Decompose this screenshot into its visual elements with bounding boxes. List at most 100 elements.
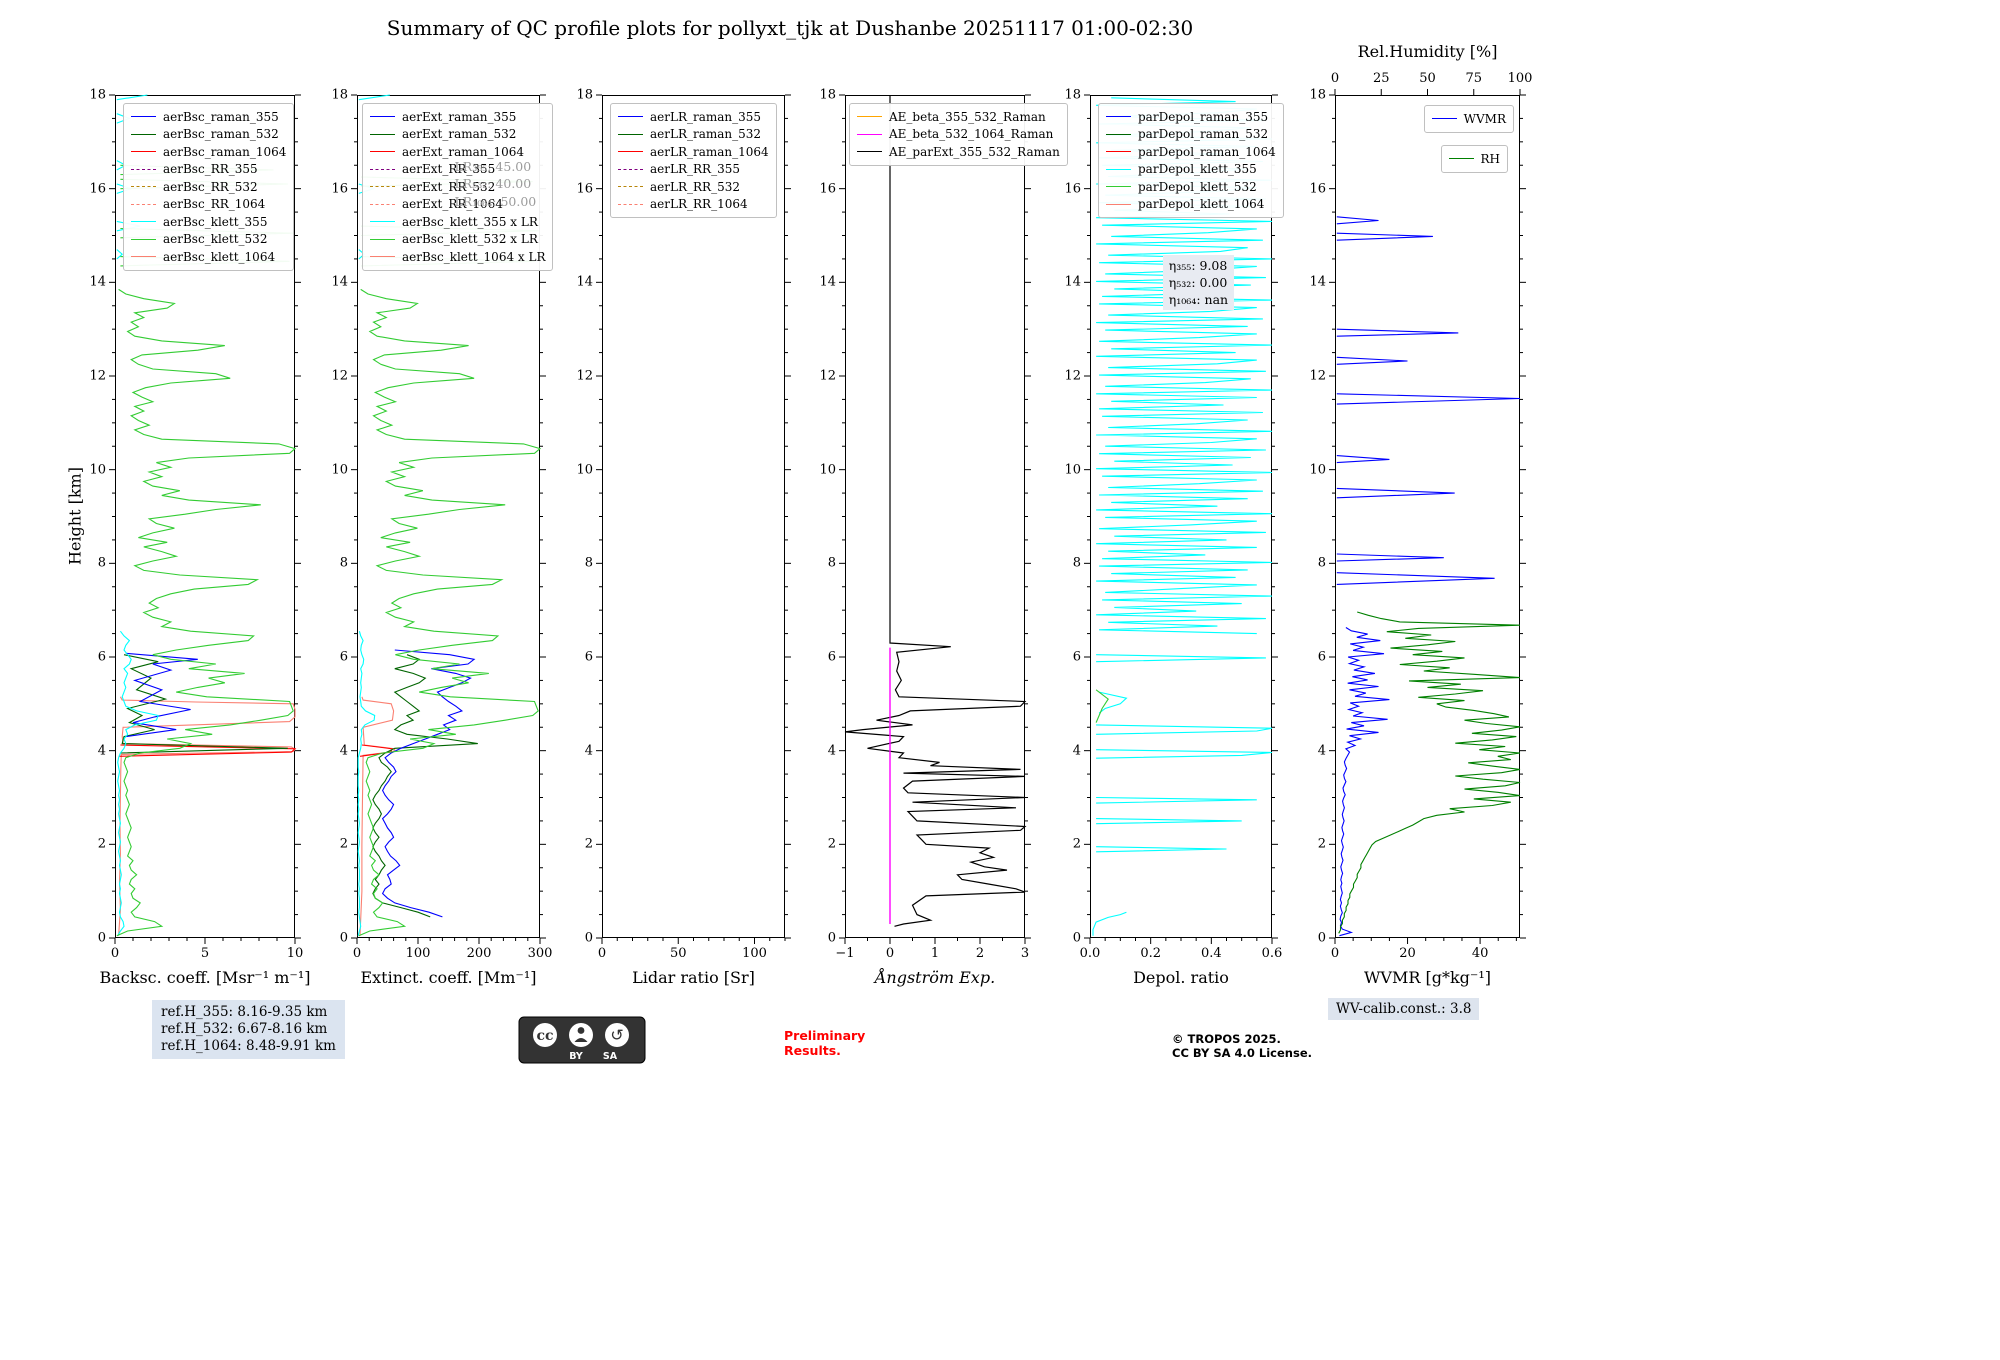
y-tick-label: 18: [1064, 87, 1081, 103]
y-tick-label: 12: [1064, 368, 1081, 384]
y-tick-label: 16: [331, 181, 348, 197]
cc-icon: [533, 1023, 557, 1047]
top-tick-label: 25: [1372, 71, 1390, 86]
y-tick-label: 4: [339, 743, 348, 759]
x-axis-label: Lidar ratio [Sr]: [632, 968, 755, 987]
legend-label: aerLR_RR_532: [650, 179, 740, 194]
y-tick-label: 12: [576, 368, 593, 384]
x-tick-label: 10: [286, 946, 304, 961]
series-WVMR: [1336, 216, 1521, 585]
series-aerBsc_raman_532: [120, 654, 288, 754]
annotation: η₃₅₅: 9.08 η₅₃₂: 0.00 η₁₀₆₄: nan: [1162, 255, 1235, 311]
series-aerBsc_klett_1064: [118, 696, 296, 936]
y-tick-label: 2: [339, 836, 348, 852]
legend-line-sample: [131, 221, 156, 223]
plot-backscatter: 0 2 4 6 8 10 12 14 16 18 0 5 10 Backsc. coeff. [Msr⁻¹…: [89, 88, 310, 988]
y-tick-label: 0: [584, 930, 593, 946]
y-tick-label: 10: [1309, 462, 1326, 478]
top-axis-label: Rel.Humidity [%]: [1357, 42, 1498, 61]
y-tick-label: 4: [1072, 743, 1081, 759]
legend-item: aerExt_RR_355: [370, 161, 545, 179]
y-tick-label: 18: [819, 87, 836, 103]
x-tick-label: 40: [1471, 946, 1489, 961]
legend-item: aerExt_RR_1064: [370, 196, 545, 214]
legend-label: RH: [1480, 151, 1501, 166]
y-tick-label: 16: [89, 181, 106, 197]
y-tick-label: 14: [331, 274, 348, 290]
y-tick-label: 0: [827, 930, 836, 946]
legend-label: aerExt_RR_1064: [402, 197, 503, 212]
chart-canvas: [1329, 89, 1526, 944]
legend-line-sample: [618, 151, 643, 153]
person-icon: [569, 1023, 593, 1047]
wv-calibration-constant: WV-calib.const.: 3.8: [1328, 998, 1480, 1020]
series-aerBsc_klett_532_x_LR: [358, 288, 542, 937]
legend-item: aerBsc_RR_355: [131, 161, 286, 179]
legend-label: aerExt_raman_355: [402, 109, 517, 124]
legend-line-sample: [370, 186, 395, 188]
x-axis-label: Ångström Exp.: [874, 968, 996, 987]
y-tick-label: 18: [1309, 87, 1326, 103]
cc-icon-text: cc: [536, 1028, 553, 1044]
legend-label: AE_parExt_355_532_Raman: [889, 144, 1060, 159]
y-tick-label: 6: [97, 649, 106, 665]
x-tick-label: 3: [1020, 946, 1030, 961]
legend-line-sample: [370, 203, 395, 205]
y-tick-label: 4: [97, 743, 106, 759]
legend-line-sample: [131, 256, 156, 258]
top-tick-label: 100: [1507, 71, 1533, 86]
top-tick-label: 0: [1330, 71, 1340, 86]
plot-lidar-ratio: 0 2 4 6 8 10 12 14 16 18 0 50 100 Lidar ratio [Sr] aer…: [576, 88, 791, 987]
series-aerExt_raman_355: [381, 649, 476, 918]
y-tick-label: 16: [1064, 181, 1081, 197]
legend-item: AE_parExt_355_532_Raman: [857, 143, 1060, 161]
legend-item: AE_beta_532_1064_Raman: [857, 126, 1060, 144]
legend-label: AE_beta_355_532_Raman: [889, 109, 1046, 124]
legend-label: parDepol_klett_1064: [1138, 197, 1265, 212]
series-RH: [1338, 611, 1521, 934]
legend-item: aerBsc_klett_355 x LR: [370, 213, 545, 231]
y-tick-label: 10: [576, 462, 593, 478]
y-tick-label: 6: [827, 649, 836, 665]
y-tick-label: 2: [827, 836, 836, 852]
legend-line-sample: [857, 116, 882, 118]
legend-item: aerLR_RR_355: [618, 161, 769, 179]
legend-item: parDepol_klett_1064: [1106, 196, 1276, 214]
figure-title: Summary of QC profile plots for pollyxt_…: [386, 16, 1194, 40]
y-tick-label: 0: [1072, 930, 1081, 946]
legend-line-sample: [370, 238, 395, 240]
plot-depol-ratio: 0 2 4 6 8 10 12 14 16 18 0.0 0.2 0.4 0.6 Depol. ratio η…: [1064, 88, 1284, 987]
legend-line-sample: [1106, 186, 1131, 188]
legend-label: aerLR_raman_532: [650, 127, 762, 142]
legend-label: aerBsc_RR_532: [163, 179, 258, 194]
y-tick-label: 4: [584, 743, 593, 759]
legend-item: aerBsc_klett_532 x LR: [370, 231, 545, 249]
x-tick-label: 0: [597, 946, 607, 961]
series-aerBsc_klett_355: [117, 630, 159, 936]
legend-item: aerLR_raman_1064: [618, 143, 769, 161]
legend-item: parDepol_raman_532: [1106, 126, 1276, 144]
legend-line-sample: [618, 203, 643, 205]
legend: RH: [1440, 145, 1508, 173]
legend-line-sample: [131, 133, 156, 135]
legend-item: aerBsc_RR_1064: [131, 196, 286, 214]
y-tick-label: 2: [1072, 836, 1081, 852]
legend-line-sample: [618, 168, 643, 170]
legend-label: aerBsc_raman_355: [163, 109, 279, 124]
y-tick-label: 10: [819, 462, 836, 478]
y-tick-label: 12: [89, 368, 106, 384]
legend-label: aerBsc_klett_1064: [163, 249, 276, 264]
y-tick-label: 4: [1317, 743, 1326, 759]
y-axis-label: Height [km]: [65, 467, 85, 565]
cc-by-sa-badge: cc ↺ BY SA: [518, 1016, 646, 1064]
series-aerExt_raman_532: [372, 654, 478, 918]
legend-line-sample: [370, 168, 395, 170]
legend-line-sample: [1106, 203, 1131, 205]
legend-line-sample: [370, 133, 395, 135]
y-tick-label: 10: [89, 462, 106, 478]
ref-h-1064: ref.H_1064: 8.48-9.91 km: [161, 1038, 336, 1054]
legend-item: aerBsc_RR_532: [131, 178, 286, 196]
x-tick-label: 2: [975, 946, 985, 961]
y-tick-label: 16: [1309, 181, 1326, 197]
